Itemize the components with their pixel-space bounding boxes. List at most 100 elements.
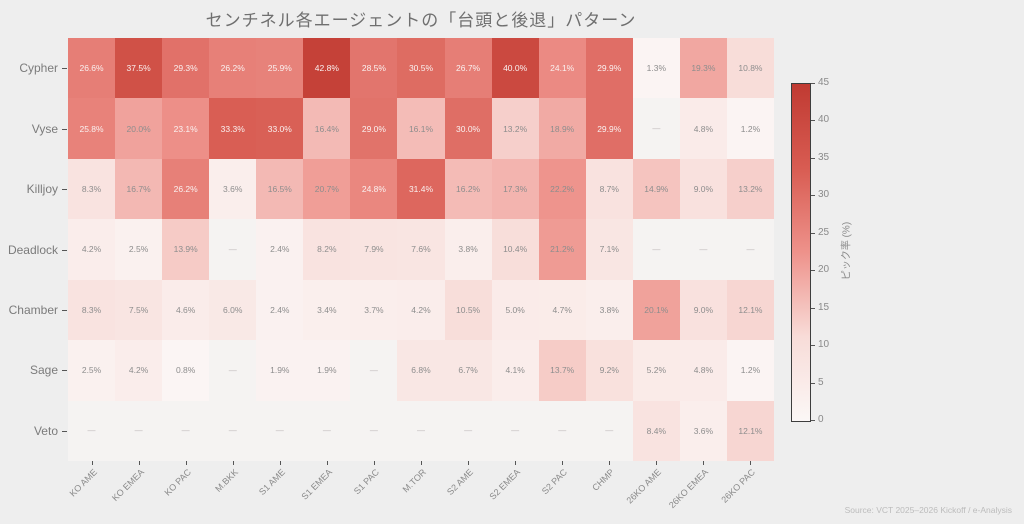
- x-axis-tick: [421, 461, 422, 465]
- heatmap-cell: —: [350, 340, 398, 401]
- colorbar-tick: [811, 83, 815, 84]
- heatmap-cell: 22.2%: [538, 158, 586, 220]
- heatmap-cell: 16.7%: [115, 158, 163, 220]
- heatmap-cell: 18.9%: [538, 98, 586, 159]
- x-axis-tick: [138, 461, 140, 465]
- colorbar-tick: [811, 270, 815, 272]
- heatmap-cell: —: [303, 400, 351, 461]
- x-axis-tick: [750, 461, 752, 465]
- heatmap-cell: —: [632, 98, 680, 159]
- heatmap-cell: 28.5%: [350, 38, 398, 99]
- heatmap-cell: 12.1%: [726, 279, 774, 341]
- colorbar-tick: [811, 382, 815, 384]
- x-axis-label: KO AME: [67, 467, 99, 499]
- heatmap-cell: 0.8%: [162, 340, 210, 401]
- x-axis-tick: [656, 461, 658, 465]
- heatmap-cell: 13.9%: [162, 219, 210, 280]
- colorbar-tick: [811, 120, 815, 122]
- colorbar-tick: [811, 157, 815, 159]
- heatmap-cell: —: [209, 219, 257, 280]
- heatmap-cell: 26.2%: [162, 158, 210, 220]
- y-axis-tick: [62, 189, 67, 191]
- heatmap-cell: 29.0%: [350, 98, 398, 159]
- heatmap-cell: 1.3%: [632, 38, 680, 99]
- heatmap-cell: 13.2%: [726, 158, 774, 220]
- heatmap-cell: 7.9%: [350, 219, 398, 280]
- heatmap-cell: —: [632, 219, 680, 280]
- heatmap-cell: 8.2%: [303, 219, 351, 280]
- heatmap-cell: 2.4%: [256, 279, 304, 341]
- heatmap-cell: 16.1%: [397, 98, 445, 159]
- heatmap-cell: —: [679, 219, 727, 280]
- heatmap-cell: 6.7%: [444, 340, 492, 401]
- heatmap-cell: 20.0%: [115, 98, 163, 159]
- heatmap-grid: 26.6% 37.5% 29.3% 26.2% 25.9% 42.8% 28.5% 30.5%…: [68, 38, 774, 461]
- heatmap-cell: 1.9%: [303, 340, 351, 401]
- heatmap-cell: 8.3%: [68, 279, 116, 341]
- y-axis-label: Killjoy: [26, 182, 58, 197]
- x-axis-tick: [279, 461, 281, 465]
- heatmap-cell: 23.1%: [162, 98, 210, 159]
- heatmap-cell: 8.3%: [68, 158, 116, 220]
- heatmap-cell: 40.0%: [491, 38, 539, 99]
- heatmap-cell: 4.8%: [679, 98, 727, 159]
- heatmap-cell: 37.5%: [115, 38, 163, 99]
- heatmap-cell: 30.5%: [397, 38, 445, 99]
- heatmap-cell: 10.8%: [726, 38, 774, 99]
- heatmap-cell: 4.6%: [162, 279, 210, 341]
- heatmap-cell: —: [585, 400, 633, 461]
- heatmap-cell: 7.5%: [115, 279, 163, 341]
- heatmap-cell: —: [209, 340, 257, 401]
- heatmap-cell: 2.5%: [68, 340, 116, 401]
- heatmap-cell: —: [726, 219, 774, 280]
- y-axis-tick: [62, 309, 67, 311]
- heatmap-cell: 17.3%: [491, 158, 539, 220]
- heatmap-cell: 6.8%: [397, 340, 445, 401]
- heatmap-cell: 3.8%: [444, 219, 492, 280]
- colorbar-tick-label: 20: [818, 264, 830, 276]
- heatmap-cell: 1.2%: [726, 98, 774, 159]
- y-axis-label: Veto: [33, 423, 58, 438]
- x-axis-tick: [609, 461, 611, 465]
- colorbar-tick: [811, 307, 815, 309]
- colorbar-tick: [811, 195, 815, 197]
- x-axis-tick: [91, 461, 93, 465]
- heatmap-cell: 5.2%: [632, 340, 680, 401]
- heatmap-cell: 4.2%: [397, 279, 445, 341]
- colorbar-tick: [811, 345, 815, 347]
- y-axis-label: Deadlock: [7, 242, 58, 257]
- x-axis-tick: [326, 461, 328, 465]
- heatmap-cell: 8.4%: [632, 400, 680, 461]
- heatmap-cell: 20.7%: [303, 158, 351, 220]
- y-axis-tick: [62, 430, 67, 432]
- heatmap-cell: —: [350, 400, 398, 461]
- colorbar-label: ピック率 (%): [841, 221, 853, 281]
- heatmap-cell: 33.0%: [256, 98, 304, 159]
- colorbar-tick-label: 25: [818, 226, 830, 238]
- colorbar-tick-label: 10: [818, 339, 830, 351]
- colorbar-tick: [811, 232, 815, 234]
- heatmap-cell: 3.8%: [585, 279, 633, 341]
- heatmap-cell: 10.4%: [491, 219, 539, 280]
- heatmap-cell: 20.1%: [632, 279, 680, 341]
- heatmap-cell: —: [397, 400, 445, 461]
- y-axis-label: Sage: [29, 363, 58, 378]
- heatmap-cell: 2.4%: [256, 219, 304, 280]
- heatmap-cell: —: [444, 400, 492, 461]
- heatmap-cell: —: [538, 400, 586, 461]
- y-axis-tick: [62, 249, 67, 251]
- heatmap-cell: 24.1%: [538, 38, 586, 99]
- x-axis-tick: [703, 461, 705, 465]
- heatmap-cell: 33.3%: [209, 98, 257, 159]
- heatmap-cell: 4.8%: [679, 340, 727, 401]
- x-axis-tick: [185, 461, 187, 465]
- colorbar: [791, 83, 811, 422]
- heatmap-cell: 10.5%: [444, 279, 492, 341]
- heatmap-cell: 1.9%: [256, 340, 304, 401]
- heatmap-cell: —: [68, 400, 116, 461]
- heatmap-cell: —: [115, 400, 163, 461]
- heatmap-cell: 16.5%: [256, 158, 304, 220]
- heatmap-cell: 4.1%: [491, 340, 539, 401]
- y-axis-label: Chamber: [8, 302, 58, 317]
